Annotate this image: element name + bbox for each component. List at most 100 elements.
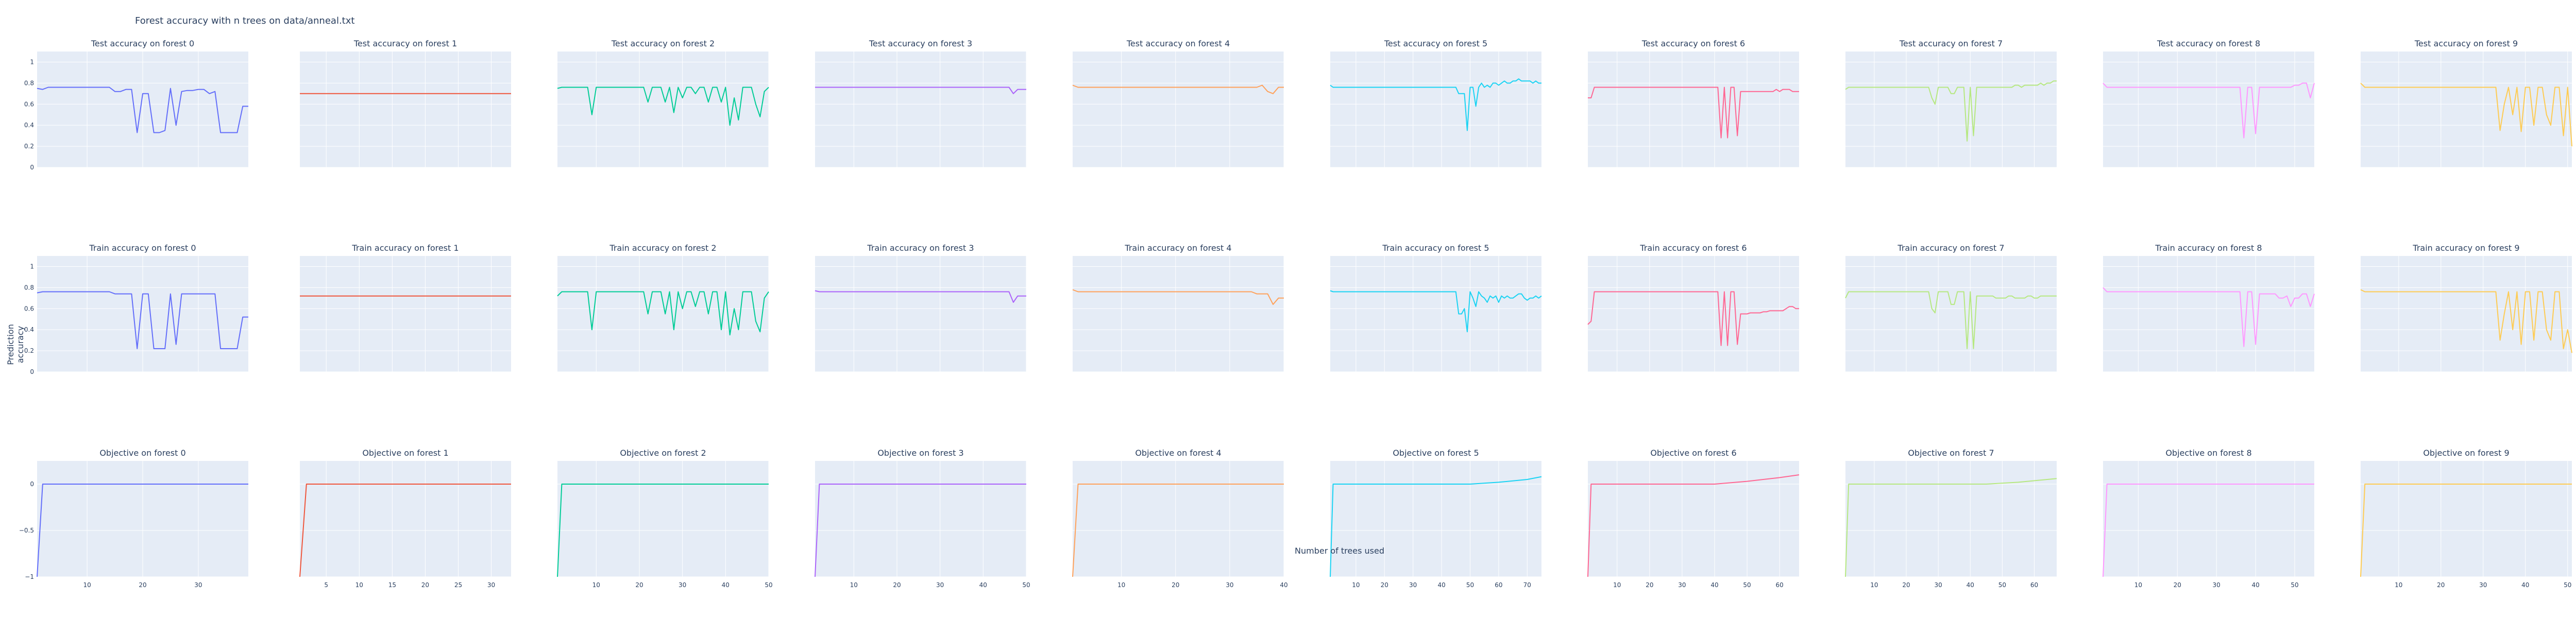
x-tick-label: 50	[2291, 581, 2298, 589]
x-tick-label: 10	[1613, 581, 1621, 589]
subplot-r0-c1: Test accuracy on forest 1	[300, 39, 511, 168]
plot-area	[1073, 461, 1284, 577]
x-tick-label: 40	[2521, 581, 2529, 589]
x-tick-label: 30	[2479, 581, 2487, 589]
subplot-title: Train accuracy on forest 7	[1897, 243, 2004, 253]
x-tick-label: 30	[1935, 581, 1942, 589]
plot-area	[1845, 461, 2057, 577]
subplot-r2-c6: 10 20 30 40 50 60 Objective on forest 6	[1587, 448, 1800, 589]
x-tick-label: 40	[2251, 581, 2259, 589]
plot-area	[1845, 52, 2057, 167]
plot-area	[2103, 52, 2314, 167]
plot-area	[1330, 256, 1541, 372]
series-line-forest-9	[2360, 289, 2572, 353]
subplot-r2-c4: 10 20 30 40 Objective on forest 4	[1072, 448, 1288, 589]
x-tick-label: 10	[83, 581, 91, 589]
series-line-forest-6	[1587, 474, 1800, 577]
subplot-r2-c8: 10 20 30 40 50 Objective on forest 8	[2103, 448, 2314, 589]
plot-area	[815, 461, 1026, 577]
series-line-forest-7	[1845, 291, 2057, 349]
y-tick-label: 0.8	[24, 284, 34, 291]
x-tick-label: 10	[355, 581, 363, 589]
subplot-r1-c4: Train accuracy on forest 4	[1072, 243, 1284, 372]
subplot-r1-c6: Train accuracy on forest 6	[1587, 243, 1799, 372]
y-tick-label: 1	[30, 263, 34, 270]
x-tick-label: 30	[2213, 581, 2221, 589]
series-line-forest-3	[815, 290, 1026, 303]
subplot-r1-c0: 0 0.2 0.4 0.6 0.8 1 Train accuracy on forest 0	[24, 243, 248, 375]
y-tick-label: −1	[25, 573, 34, 580]
x-tick-label: 30	[487, 581, 495, 589]
plot-area	[557, 461, 769, 577]
x-tick-label: 5	[324, 581, 328, 589]
subplot-title: Train accuracy on forest 2	[609, 243, 716, 253]
x-tick-label: 60	[1495, 581, 1502, 589]
x-tick-label: 60	[2030, 581, 2038, 589]
plot-area	[1073, 256, 1284, 372]
subplot-title: Train accuracy on forest 3	[867, 243, 974, 253]
x-tick-label: 20	[139, 581, 146, 589]
subplot-title: Test accuracy on forest 2	[611, 39, 715, 48]
plot-area	[1588, 52, 1799, 167]
subplot-title: Objective on forest 0	[99, 448, 185, 458]
plot-area	[1073, 52, 1284, 167]
x-tick-label: 30	[1409, 581, 1417, 589]
series-line-forest-9	[2360, 82, 2572, 147]
subplot-title: Objective on forest 8	[2165, 448, 2251, 458]
series-line-forest-6	[1588, 87, 1799, 139]
subplot-r2-c0: 10 20 30 −1 −0.5 0 Objective on forest 0	[19, 448, 248, 589]
x-tick-label: 20	[893, 581, 901, 589]
plot-area	[2361, 52, 2572, 167]
x-tick-label: 30	[679, 581, 686, 589]
y-tick-label: 0.6	[24, 100, 34, 108]
subplot-title: Test accuracy on forest 8	[2157, 39, 2260, 48]
subplot-title: Objective on forest 6	[1650, 448, 1736, 458]
x-tick-label: 50	[1998, 581, 2006, 589]
subplot-r1-c9: Train accuracy on forest 9	[2360, 243, 2572, 372]
x-tick-label: 60	[1776, 581, 1784, 589]
x-tick-label: 15	[388, 581, 396, 589]
subplot-r0-c5: Test accuracy on forest 5	[1330, 39, 1541, 168]
x-tick-label: 20	[1172, 581, 1179, 589]
subplot-title: Objective on forest 7	[1908, 448, 1994, 458]
series-line-forest-8	[2103, 287, 2315, 347]
subplot-title: Test accuracy on forest 4	[1126, 39, 1230, 48]
x-tick-label: 30	[1678, 581, 1686, 589]
x-tick-label: 40	[1710, 581, 1718, 589]
subplot-r2-c5: 10 20 30 40 50 60 70 Objective on forest 5	[1330, 448, 1542, 589]
x-tick-label: 20	[1902, 581, 1910, 589]
plot-area	[815, 52, 1026, 167]
x-tick-label: 40	[1437, 581, 1445, 589]
x-tick-label: 30	[1226, 581, 1233, 589]
x-tick-label: 10	[1117, 581, 1125, 589]
x-tick-label: 40	[1280, 581, 1287, 589]
x-axis-label: Number of trees used	[1295, 546, 1384, 556]
subplot-r2-c1: 5 10 15 20 25 30 Objective on forest 1	[299, 448, 511, 589]
y-tick-label: 0	[30, 164, 34, 171]
subplot-r0-c7: Test accuracy on forest 7	[1845, 39, 2057, 168]
subplot-title: Objective on forest 3	[877, 448, 963, 458]
x-tick-label: 50	[1466, 581, 1474, 589]
x-tick-label: 30	[194, 581, 202, 589]
plot-area	[815, 256, 1026, 372]
subplot-r2-c7: 10 20 30 40 50 60 Objective on forest 7	[1845, 448, 2057, 589]
plot-area	[557, 52, 769, 167]
subplot-r2-c9: 10 20 30 40 50 Objective on forest 9	[2360, 448, 2572, 589]
series-line-forest-2	[557, 87, 769, 126]
subplot-title: Test accuracy on forest 7	[1899, 39, 2003, 48]
subplot-r0-c6: Test accuracy on forest 6	[1588, 39, 1799, 168]
series-line-forest-4	[1072, 484, 1284, 577]
x-tick-label: 20	[2437, 581, 2445, 589]
x-tick-label: 20	[1381, 581, 1388, 589]
series-line-forest-1	[299, 484, 511, 577]
subplot-title: Train accuracy on forest 6	[1639, 243, 1747, 253]
subplot-title: Test accuracy on forest 9	[2414, 39, 2518, 48]
subplot-title: Objective on forest 2	[620, 448, 706, 458]
plot-area	[2361, 256, 2572, 372]
x-tick-label: 10	[1352, 581, 1360, 589]
y-tick-label: 1	[30, 58, 34, 65]
x-tick-label: 30	[936, 581, 944, 589]
subplot-title: Train accuracy on forest 0	[89, 243, 196, 253]
series-line-forest-0	[37, 484, 248, 577]
plot-area	[300, 52, 511, 167]
